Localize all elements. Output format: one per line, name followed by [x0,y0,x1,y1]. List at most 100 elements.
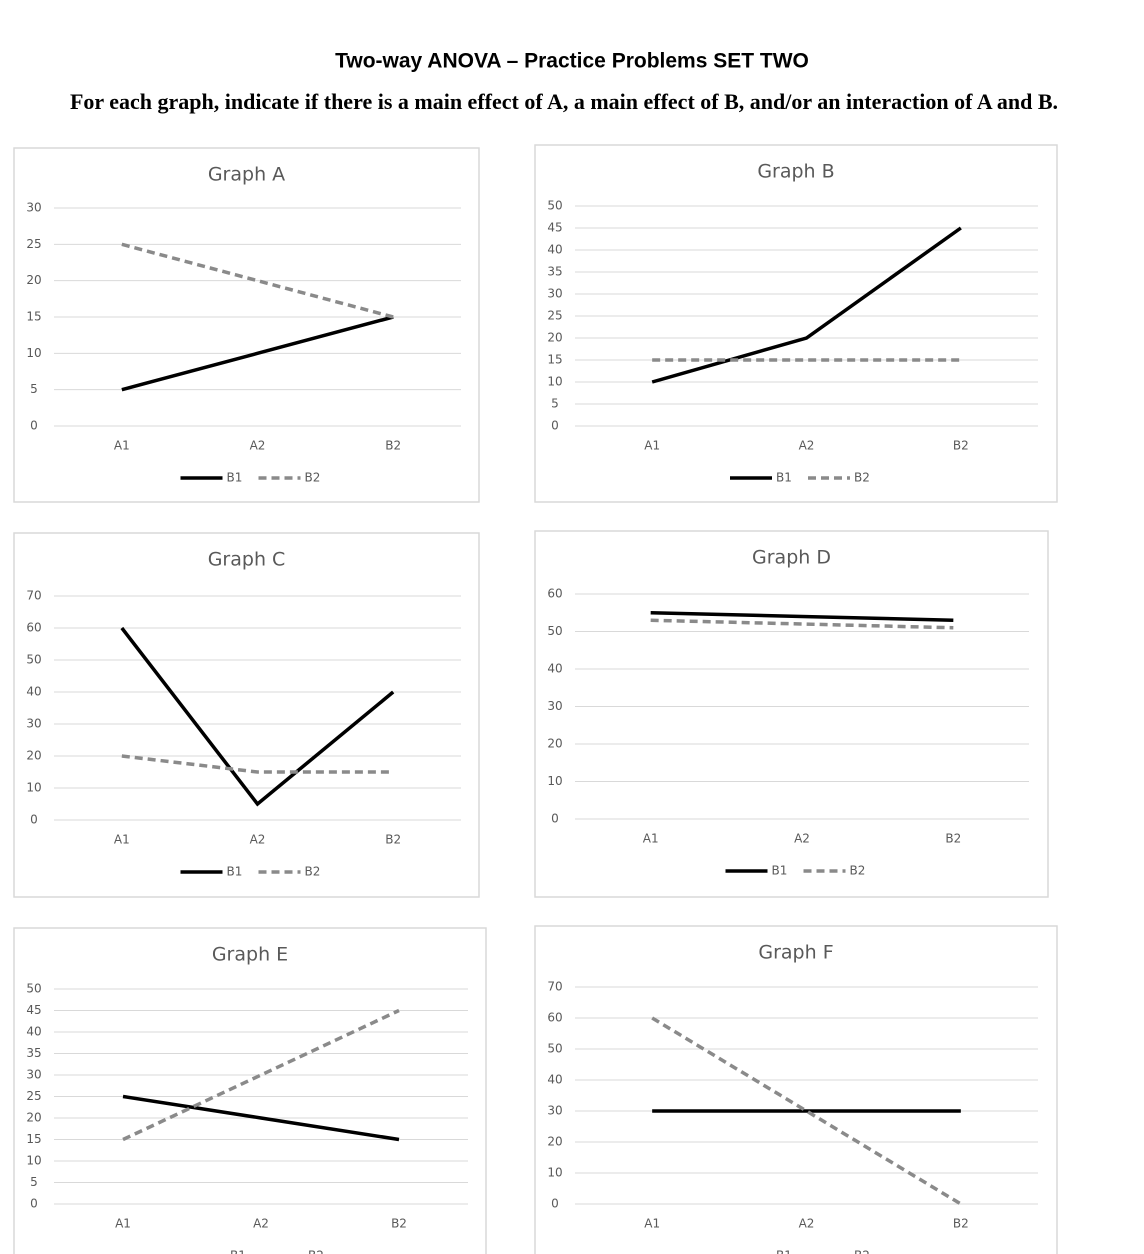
legend-label: B1 [227,471,243,485]
series-line [121,315,394,392]
y-tick-label: 15 [26,1132,41,1146]
chart-title: Graph C [208,549,286,571]
y-tick-label: 20 [547,737,562,751]
y-tick-label: 60 [547,1011,562,1025]
y-tick-label: 30 [26,717,41,731]
chart-frame [534,530,1049,898]
y-tick-label: 60 [26,621,41,635]
x-tick-label: B2 [945,832,961,846]
y-tick-label: 20 [26,749,41,763]
y-tick-label: 70 [26,589,41,603]
y-tick-label: 0 [551,419,559,433]
legend-label: B1 [776,471,792,485]
y-tick-label: 30 [26,201,41,215]
y-tick-label: 15 [547,353,562,367]
chart-frame [13,927,487,1254]
y-tick-label: 60 [547,587,562,601]
chart-frame [13,532,480,898]
series-line [122,1008,400,1142]
series-line [650,611,954,622]
chart-title: Graph F [758,942,833,964]
series-line [651,226,962,384]
y-tick-label: 25 [26,237,41,251]
y-tick-label: 20 [26,273,41,287]
y-tick-label: 45 [547,221,562,235]
x-tick-label: A2 [799,1217,815,1231]
chart-frame [534,925,1058,1254]
y-tick-label: 10 [26,1154,41,1168]
y-tick-label: 50 [547,1042,562,1056]
y-tick-label: 10 [26,346,41,360]
y-tick-label: 20 [547,331,562,345]
x-tick-label: B2 [391,1217,407,1231]
y-tick-label: 50 [547,199,562,213]
y-tick-label: 50 [547,624,562,638]
y-tick-label: 10 [547,375,562,389]
y-tick-label: 5 [30,382,38,396]
series-line [122,1094,400,1142]
chart-title: Graph B [757,161,834,183]
legend-label: B2 [854,1249,870,1254]
chart-frame [534,144,1058,503]
x-tick-label: A2 [253,1217,269,1231]
y-tick-label: 70 [547,980,562,994]
x-tick-label: A2 [794,832,810,846]
y-tick-label: 30 [547,1104,562,1118]
y-tick-label: 45 [26,1003,41,1017]
y-tick-label: 10 [547,1166,562,1180]
y-tick-label: 5 [30,1175,38,1189]
x-tick-label: A1 [114,439,130,453]
y-tick-label: 20 [547,1135,562,1149]
y-tick-label: 0 [30,813,38,827]
x-tick-label: A1 [644,1217,660,1231]
series-line [121,754,394,774]
y-tick-label: 30 [26,1068,41,1082]
y-tick-label: 10 [26,781,41,795]
series-line [121,242,394,319]
legend-label: B2 [850,864,866,878]
y-tick-label: 30 [547,287,562,301]
legend-label: B1 [772,864,788,878]
chart-title: Graph A [208,164,285,186]
legend-label: B2 [854,471,870,485]
y-tick-label: 40 [26,685,41,699]
y-tick-label: 25 [26,1089,41,1103]
legend-label: B1 [227,865,243,879]
y-tick-label: 0 [551,1197,559,1211]
x-tick-label: B2 [385,439,401,453]
y-tick-label: 35 [26,1046,41,1060]
page-title: Two-way ANOVA – Practice Problems SET TW… [335,50,809,73]
y-tick-label: 0 [30,1197,38,1211]
series-line [120,626,395,807]
series-line [650,618,954,630]
y-tick-label: 50 [26,982,41,996]
x-tick-label: B2 [953,439,969,453]
x-tick-label: A1 [115,1217,131,1231]
y-tick-label: 40 [26,1025,41,1039]
x-tick-label: A1 [643,832,659,846]
x-tick-label: A2 [250,833,266,847]
legend-label: B2 [308,1249,324,1254]
legend-label: B1 [776,1249,792,1254]
chart-frame [13,147,480,503]
y-tick-label: 40 [547,662,562,676]
y-tick-label: 15 [26,310,41,324]
x-tick-label: A2 [799,439,815,453]
chart-title: Graph D [752,547,831,569]
series-line [651,1016,962,1206]
legend-label: B2 [305,865,321,879]
legend-label: B1 [230,1249,246,1254]
y-tick-label: 35 [547,265,562,279]
legend-label: B2 [305,471,321,485]
x-tick-label: B2 [953,1217,969,1231]
y-tick-label: 5 [551,397,559,411]
y-tick-label: 20 [26,1111,41,1125]
y-tick-label: 40 [547,243,562,257]
x-tick-label: A2 [250,439,266,453]
x-tick-label: B2 [385,833,401,847]
x-tick-label: A1 [114,833,130,847]
chart-title: Graph E [212,944,288,966]
y-tick-label: 50 [26,653,41,667]
